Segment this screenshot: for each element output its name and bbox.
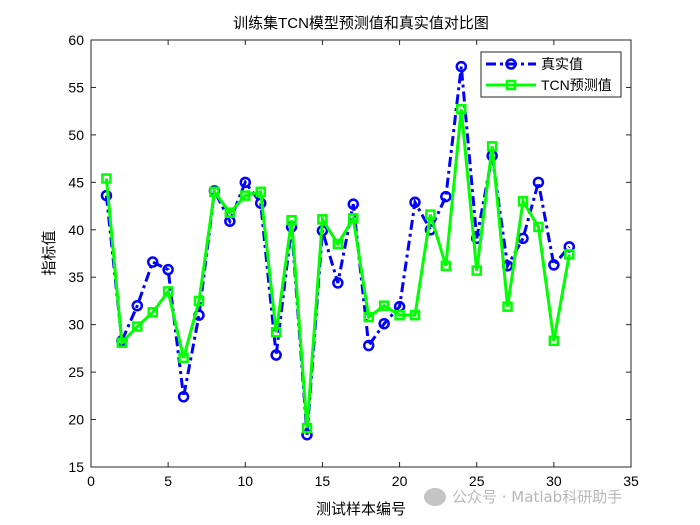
x-axis-label: 测试样本编号 — [316, 501, 406, 518]
data-point-pred — [486, 141, 498, 152]
data-point-pred — [178, 352, 189, 364]
data-point-pred — [270, 327, 282, 338]
data-point-pred — [363, 311, 374, 323]
data-point-pred — [147, 307, 158, 318]
data-point-true — [162, 263, 174, 276]
series-line-2 — [104, 109, 571, 429]
data-point-true — [532, 176, 545, 189]
data-point-pred — [224, 207, 236, 218]
data-point-pred — [286, 215, 297, 226]
data-point-pred — [116, 337, 128, 348]
x-tick-label: 30 — [546, 473, 562, 489]
data-point-pred — [409, 309, 421, 321]
y-tick-label: 15 — [68, 459, 84, 475]
data-point-pred — [378, 300, 390, 311]
x-tick-label: 0 — [87, 473, 95, 489]
data-point-true — [347, 198, 360, 210]
data-point-pred — [425, 209, 436, 220]
y-tick-label: 45 — [68, 174, 84, 190]
data-point-pred — [564, 249, 575, 260]
legend-box — [480, 51, 622, 98]
data-point-pred — [394, 309, 405, 321]
data-point-pred — [101, 173, 112, 184]
data-point-pred — [533, 221, 544, 233]
y-tick-label: 55 — [68, 79, 84, 95]
data-point-pred — [317, 214, 328, 225]
x-tick-label: 35 — [623, 473, 639, 489]
data-point-pred — [348, 213, 359, 224]
legend-label: TCN预测值 — [541, 77, 612, 93]
data-point-true — [177, 391, 190, 403]
data-point-pred — [440, 260, 452, 272]
data-point-pred — [162, 286, 174, 297]
y-tick-label: 50 — [68, 127, 84, 143]
y-axis-label: 指标值 — [41, 230, 58, 275]
x-tick-label: 5 — [164, 473, 172, 489]
y-tick-label: 35 — [68, 269, 84, 285]
data-point-true — [362, 339, 375, 352]
data-point-true — [270, 349, 282, 361]
data-point-true — [548, 259, 560, 271]
legend-marker-square — [505, 79, 517, 91]
watermark-text: 公众号 · Matlab科研助手 — [452, 488, 623, 506]
data-point-true — [146, 256, 159, 268]
wechat-icon — [424, 487, 446, 506]
data-point-true — [455, 60, 468, 73]
x-tick-label: 20 — [392, 473, 408, 489]
y-tick-label: 40 — [68, 222, 84, 238]
x-tick-label: 15 — [315, 473, 331, 489]
legend-label: 真实值 — [541, 56, 583, 72]
data-point-true — [378, 317, 390, 330]
data-point-true — [332, 277, 344, 289]
y-tick-label: 25 — [68, 364, 84, 380]
data-point-true — [239, 176, 252, 189]
legend-marker-circle — [505, 58, 517, 70]
data-point-pred — [548, 335, 560, 347]
y-tick-label: 60 — [68, 32, 84, 48]
data-point-true — [409, 196, 421, 209]
chart-title: 训练集TCN模型预测值和真实值对比图 — [233, 14, 489, 32]
data-point-pred — [132, 321, 143, 332]
data-point-pred — [255, 186, 266, 198]
data-point-pred — [301, 422, 313, 434]
data-point-pred — [209, 186, 220, 198]
data-point-pred — [332, 238, 344, 250]
data-point-pred — [471, 265, 482, 276]
plot-area — [90, 39, 632, 468]
legend: 真实值 TCN预测值 — [480, 51, 622, 98]
watermark: 公众号 · Matlab科研助手 — [424, 486, 622, 507]
data-point-pred — [502, 301, 513, 312]
y-tick-label: 20 — [68, 412, 84, 428]
data-point-true — [440, 190, 452, 203]
x-tick-label: 10 — [237, 473, 253, 489]
data-point-pred — [456, 104, 467, 115]
data-point-pred — [193, 295, 205, 307]
data-point-pred — [240, 190, 251, 201]
data-point-pred — [517, 196, 529, 207]
data-point-true — [131, 299, 144, 312]
x-tick-label: 25 — [469, 473, 485, 489]
data-point-true — [301, 428, 313, 441]
y-tick-label: 30 — [68, 317, 84, 333]
